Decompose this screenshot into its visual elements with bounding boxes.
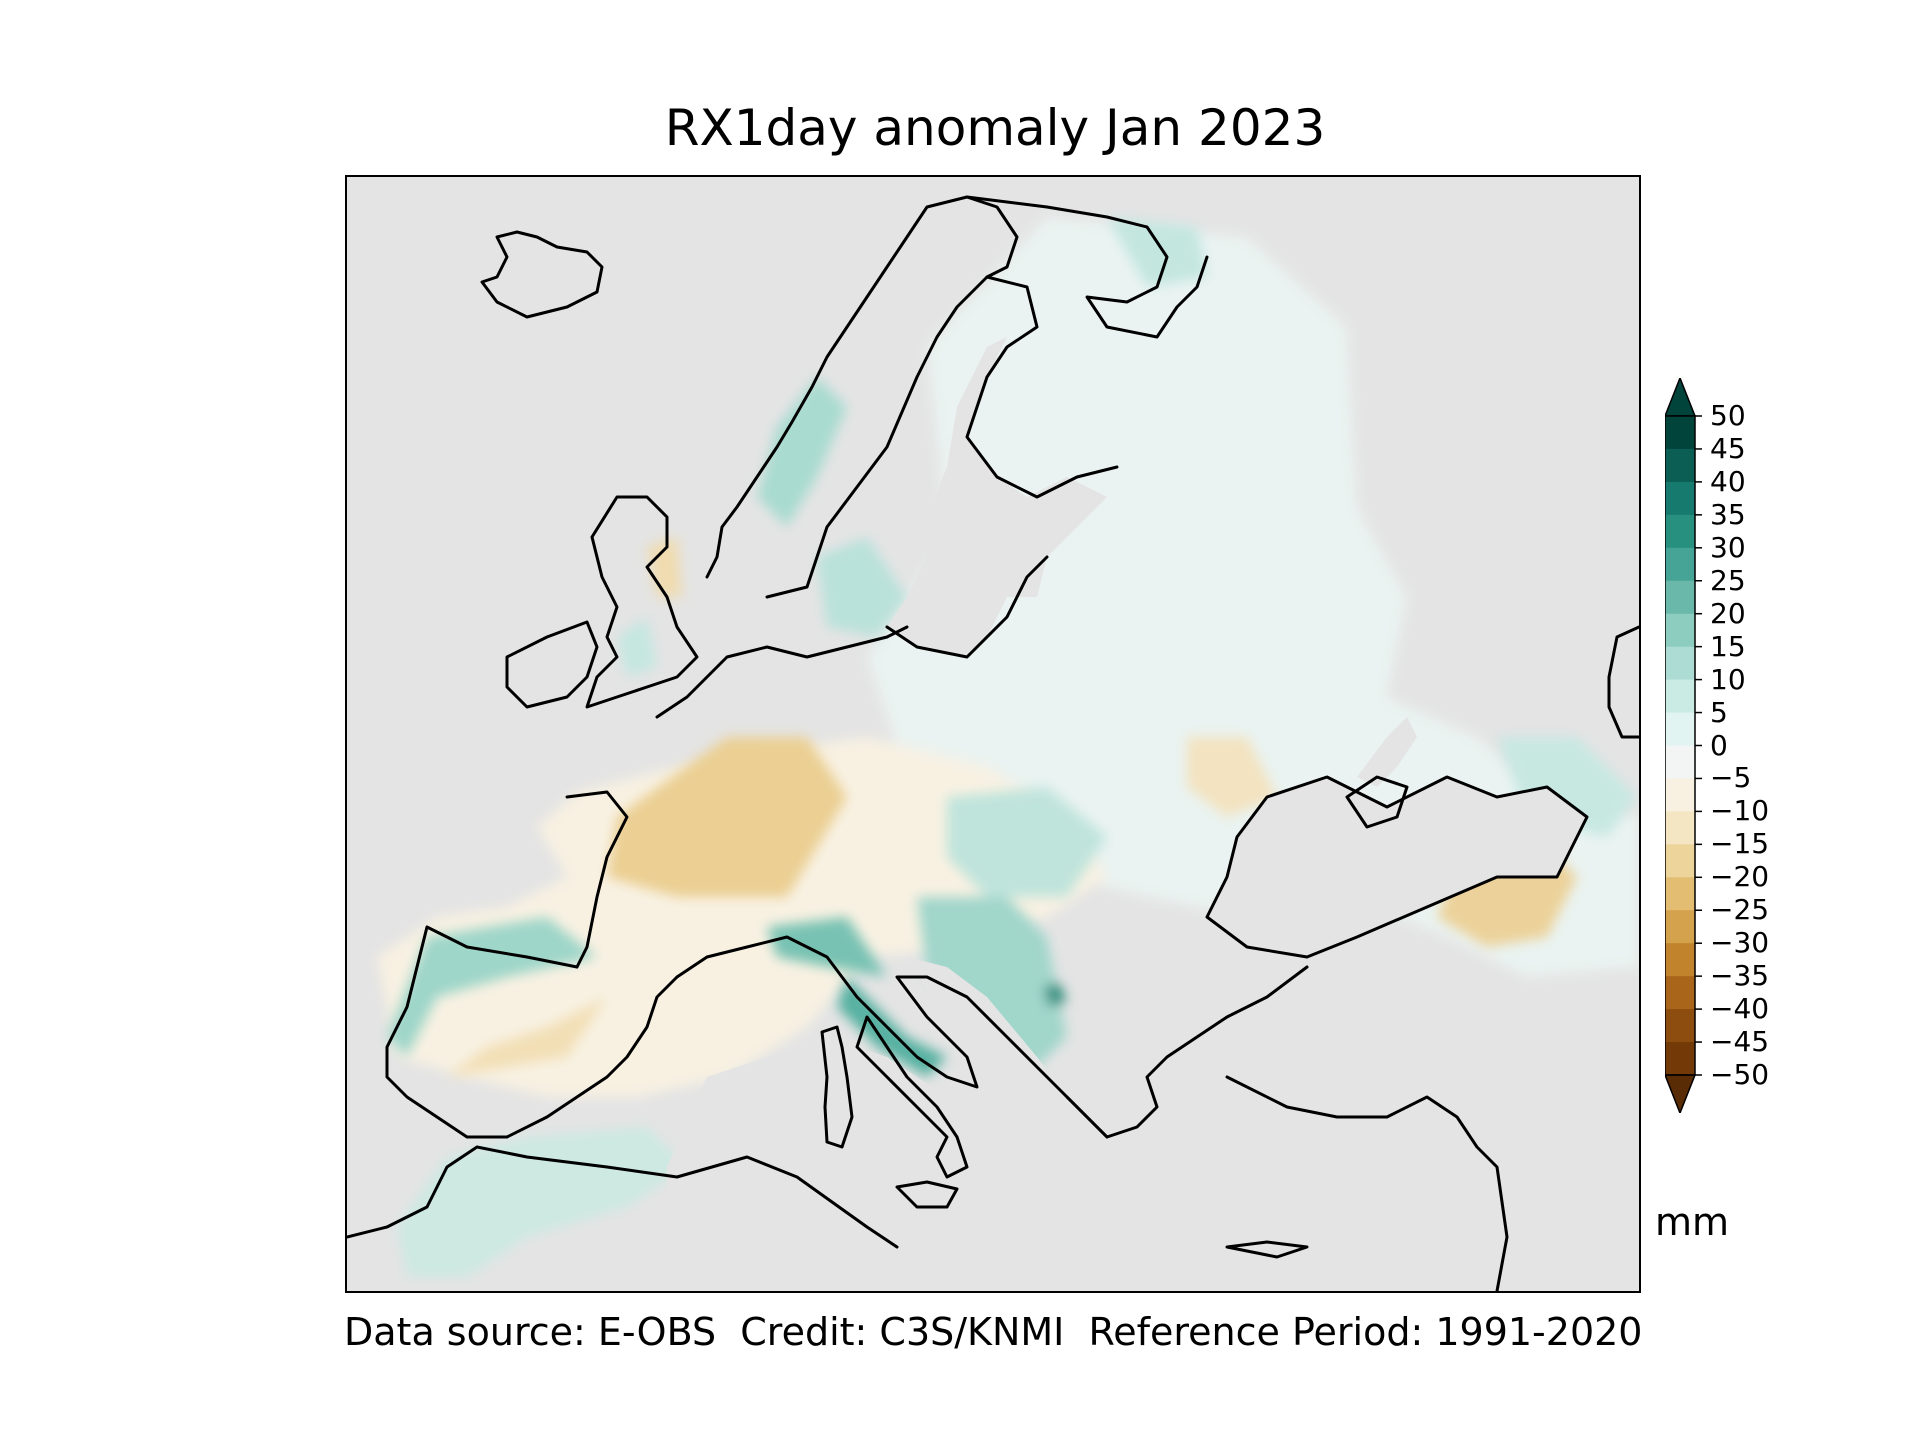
anomaly-italy-wet — [837, 977, 947, 1077]
caspian-coast — [1607, 625, 1639, 739]
colorbar-tick-label: 50 — [1710, 399, 1746, 432]
north-africa-coast — [347, 1145, 899, 1249]
colorbar-segment — [1665, 1009, 1695, 1043]
colorbar-tick-label: −25 — [1710, 893, 1770, 927]
colorbar-tick-label: −5 — [1710, 761, 1752, 795]
colorbar-tick-label: 0 — [1710, 728, 1728, 762]
mediterranean-north-coast — [675, 935, 1109, 1139]
sweden-finland-coast — [765, 275, 1119, 599]
sea-of-azov — [1357, 717, 1417, 787]
anomaly-lapland-wet — [1107, 217, 1207, 287]
colorbar-segment — [1665, 1042, 1695, 1076]
anomaly-pannonia-wet — [947, 787, 1107, 897]
continent-north-coast — [655, 625, 909, 719]
colorbar-tick-label: −35 — [1710, 959, 1770, 993]
colorbar-segment — [1665, 514, 1695, 549]
colorbar-segment — [1665, 844, 1695, 878]
anomaly-hotspot-montenegro — [1044, 982, 1067, 1007]
data-domain-west — [377, 737, 1107, 1097]
crete-coast — [1225, 1240, 1309, 1259]
colorbar-tick-label: 15 — [1710, 629, 1746, 663]
colorbar-tick-label: 40 — [1710, 464, 1746, 498]
anomaly-map — [345, 175, 1641, 1293]
colorbar-segment — [1665, 943, 1695, 977]
baltic-east-coast — [885, 555, 1049, 659]
colorbar-segment — [1665, 745, 1695, 779]
colorbar-tick-label: 45 — [1710, 431, 1746, 465]
map-title: RX1day anomaly Jan 2023 — [664, 99, 1326, 157]
colorbar-tick-label: −40 — [1710, 992, 1770, 1026]
colorbar-segment — [1665, 646, 1695, 681]
colorbar-tick-label: 35 — [1710, 497, 1746, 531]
corsica-sardinia-coast — [820, 1025, 854, 1149]
adriatic-sea — [907, 957, 1067, 1107]
colorbar-tick-label: −20 — [1710, 860, 1770, 894]
colorbar-tick-label: −15 — [1710, 827, 1770, 861]
north-africa-strip — [397, 1127, 687, 1277]
colorbar-tick-label: 10 — [1710, 662, 1746, 696]
iberia-coast — [385, 925, 679, 1139]
anomaly-scandinavia-sw — [817, 537, 907, 637]
crimea-coast — [1345, 775, 1409, 829]
anomaly-iberia-dry — [447, 997, 607, 1077]
anomaly-alps-wet — [767, 917, 887, 977]
colorbar-segment — [1665, 679, 1695, 714]
britain-coast — [585, 495, 699, 709]
colorbar-segment — [1665, 877, 1695, 911]
europe-map-svg — [347, 195, 1639, 1291]
anomaly-norway-coast — [757, 377, 847, 527]
caspian-sea — [1607, 637, 1639, 737]
colorbar-segment — [1665, 547, 1695, 582]
iceland-coast — [480, 230, 604, 319]
colorbar-unit-label: mm — [1655, 1200, 1730, 1244]
norway-coast — [705, 195, 1019, 579]
data-source-credit: Data source: E-OBS Credit: C3S/KNMI Refe… — [344, 1310, 1643, 1354]
anomaly-ukraine-dry — [1187, 737, 1277, 817]
france-west-coast — [565, 790, 629, 969]
anomaly-balkans-wet — [917, 897, 1067, 1077]
sicily-coast — [895, 1180, 959, 1209]
anomaly-uk-dry — [647, 537, 682, 597]
black-sea — [1207, 777, 1587, 957]
anomaly-france-dry — [607, 737, 847, 897]
colorbar-tick-label: −10 — [1710, 794, 1770, 828]
colorbar-segment — [1665, 976, 1695, 1010]
colorbar-segment — [1665, 613, 1695, 648]
baltic-sea — [887, 337, 1107, 657]
balkans-coast — [1065, 965, 1309, 1139]
colorbar-tick-label: 20 — [1710, 596, 1746, 630]
ireland-coast — [505, 620, 599, 709]
colorbar — [1665, 378, 1702, 1113]
colorbar-extend-min — [1665, 1074, 1697, 1113]
colorbar-tick-label: 30 — [1710, 530, 1746, 564]
kola-coast — [965, 195, 1209, 339]
italy-coast — [855, 1015, 969, 1179]
colorbar-segment — [1665, 416, 1695, 450]
colorbar-segment — [1665, 448, 1695, 483]
anomaly-spain-nw-wet — [387, 917, 597, 1057]
colorbar-segment — [1665, 580, 1695, 615]
aegean-sea — [1107, 1027, 1167, 1137]
colorbar-segment — [1665, 811, 1695, 845]
colorbar-tick-label: −30 — [1710, 926, 1770, 960]
colorbar-tick-label: 25 — [1710, 563, 1746, 597]
anomaly-uk-wet — [617, 617, 657, 677]
colorbar-segment — [1665, 778, 1695, 812]
colorbar-segment — [1665, 481, 1695, 516]
colorbar-segment — [1665, 910, 1695, 944]
colorbar-extend-max — [1665, 378, 1697, 417]
colorbar-tick-label: 5 — [1710, 695, 1728, 729]
turkey-south-coast — [1225, 1075, 1509, 1291]
mediterranean-sea — [667, 1037, 1447, 1291]
colorbar-tick-label: −50 — [1710, 1058, 1770, 1091]
colorbar-segment — [1665, 712, 1695, 746]
colorbar-tick-label: −45 — [1710, 1025, 1770, 1059]
black-sea-coast — [1205, 775, 1589, 959]
